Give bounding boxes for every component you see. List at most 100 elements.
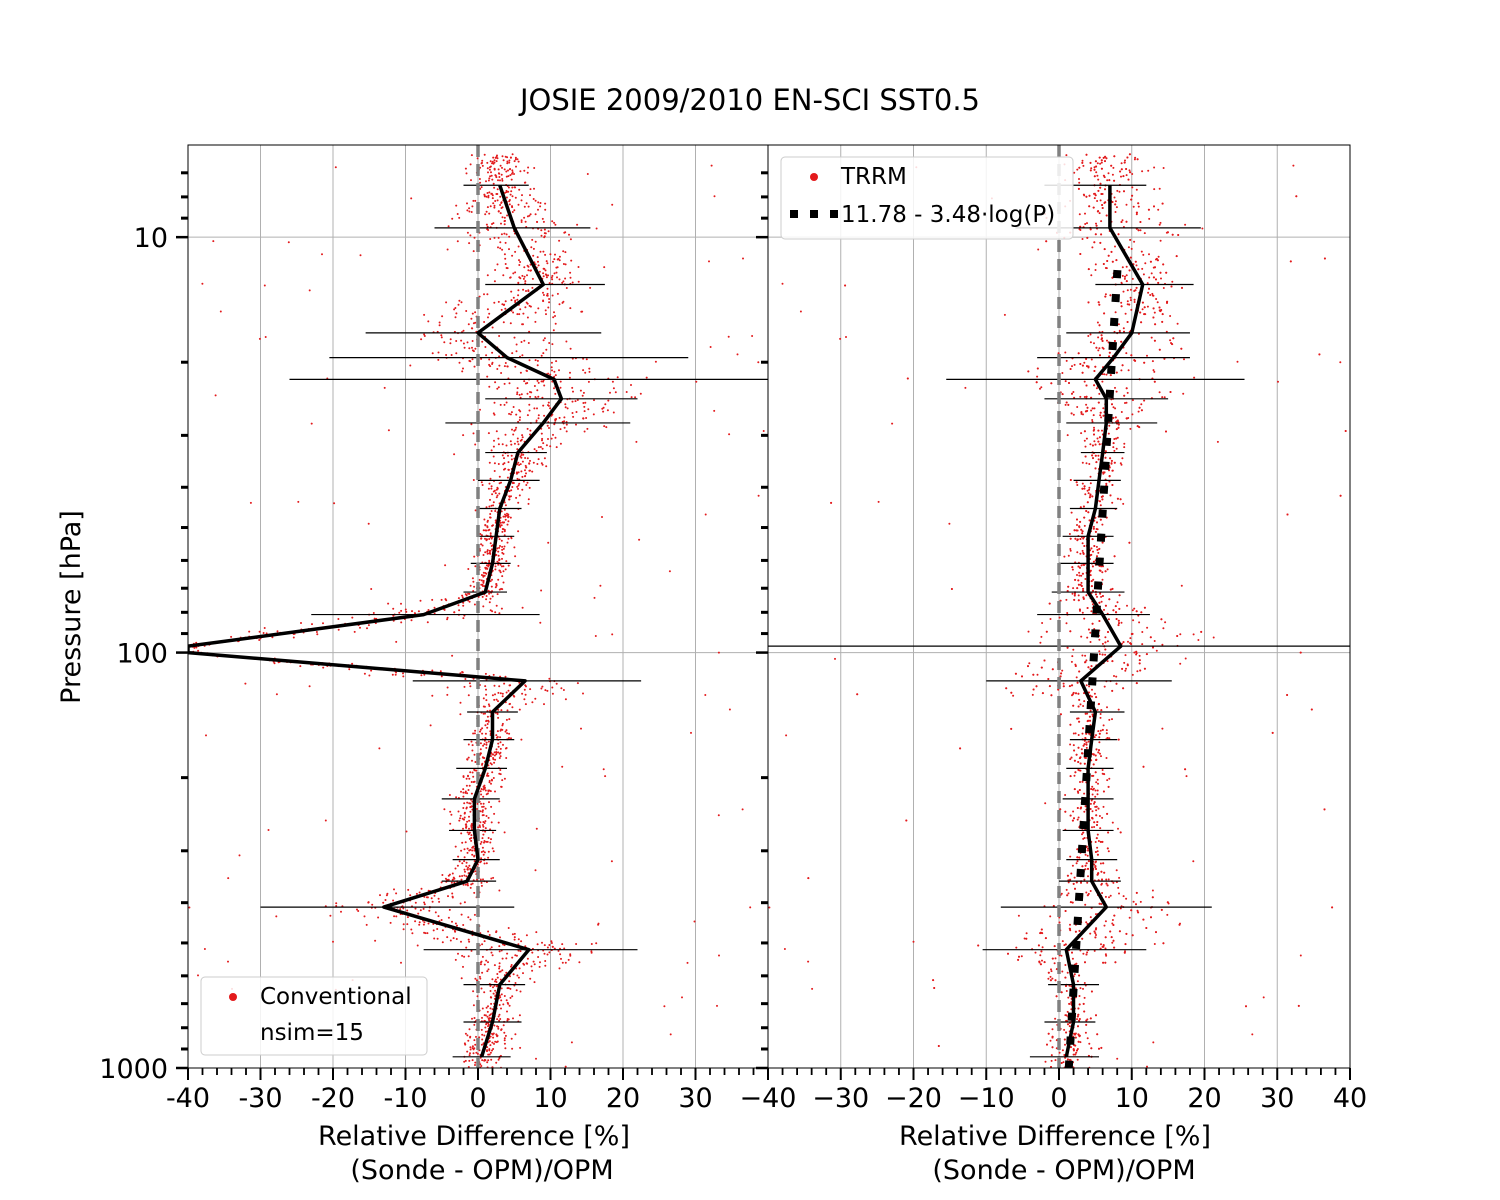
- scatter-point: [1095, 734, 1097, 737]
- scatter-point: [489, 205, 492, 208]
- scatter-point: [503, 220, 506, 223]
- scatter-point: [1077, 583, 1080, 586]
- scatter-point: [506, 952, 509, 955]
- scatter-point: [496, 494, 499, 497]
- scatter-point: [506, 162, 509, 165]
- scatter-point: [492, 753, 494, 756]
- scatter-point: [505, 175, 508, 178]
- scatter-point: [485, 959, 488, 962]
- scatter-point: [1153, 188, 1156, 191]
- scatter-point: [498, 757, 501, 759]
- scatter-point: [488, 358, 491, 361]
- scatter-point: [544, 208, 547, 211]
- scatter-point: [1251, 1033, 1254, 1036]
- scatter-point: [468, 1059, 471, 1062]
- scatter-point: [470, 327, 473, 330]
- scatter-point: [717, 651, 720, 654]
- scatter-point: [489, 542, 492, 545]
- scatter-point: [502, 463, 505, 466]
- scatter-point: [543, 703, 545, 706]
- scatter-point: [500, 607, 503, 610]
- scatter-point: [1130, 198, 1133, 201]
- scatter-point: [505, 729, 508, 732]
- scatter-point: [267, 829, 270, 831]
- scatter-point: [440, 675, 443, 678]
- scatter-point: [1113, 155, 1116, 158]
- scatter-point: [470, 834, 473, 837]
- scatter-point: [451, 878, 454, 881]
- scatter-point: [311, 623, 313, 626]
- scatter-point: [495, 930, 498, 933]
- scatter-point: [510, 178, 513, 181]
- scatter-point: [453, 611, 456, 614]
- scatter-point: [370, 588, 373, 590]
- scatter-point: [503, 1042, 506, 1045]
- scatter-point: [430, 897, 433, 900]
- scatter-point: [488, 528, 491, 531]
- scatter-point: [365, 923, 368, 926]
- scatter-point: [583, 430, 586, 433]
- scatter-point: [1094, 443, 1097, 446]
- scatter-point: [479, 821, 482, 824]
- scatter-point: [509, 276, 512, 279]
- scatter-point: [504, 263, 507, 265]
- scatter-point: [1126, 391, 1129, 394]
- scatter-point: [486, 375, 489, 378]
- scatter-point: [562, 250, 565, 253]
- scatter-point: [395, 915, 398, 918]
- scatter-point: [1104, 155, 1107, 158]
- scatter-point: [718, 954, 720, 957]
- scatter-point: [546, 287, 549, 290]
- scatter-point: [534, 311, 537, 314]
- scatter-point: [520, 454, 523, 456]
- scatter-point: [456, 213, 459, 215]
- scatter-point: [1075, 1051, 1078, 1054]
- scatter-point: [1069, 549, 1072, 552]
- scatter-point: [490, 1002, 493, 1005]
- scatter-point: [560, 957, 562, 960]
- scatter-point: [484, 827, 487, 830]
- scatter-point: [469, 163, 472, 166]
- scatter-point: [1103, 871, 1106, 874]
- scatter-point: [1082, 727, 1084, 730]
- scatter-point: [1050, 694, 1053, 697]
- scatter-point: [1099, 716, 1102, 719]
- scatter-point: [496, 263, 499, 266]
- scatter-point: [525, 466, 528, 469]
- scatter-point: [1101, 878, 1103, 881]
- scatter-point: [529, 395, 532, 398]
- scatter-point: [1089, 228, 1092, 231]
- scatter-point: [448, 794, 451, 796]
- scatter-point: [757, 494, 760, 497]
- scatter-point: [1100, 943, 1102, 946]
- scatter-point: [503, 501, 506, 504]
- scatter-point: [461, 875, 464, 877]
- scatter-point: [736, 353, 739, 356]
- scatter-point: [481, 1033, 484, 1036]
- scatter-point: [1093, 801, 1096, 804]
- scatter-point: [513, 209, 516, 212]
- scatter-point: [518, 1014, 521, 1017]
- scatter-point: [548, 944, 551, 946]
- scatter-point: [402, 923, 405, 926]
- scatter-point: [510, 737, 512, 740]
- scatter-point: [529, 429, 532, 432]
- scatter-point: [547, 404, 549, 407]
- scatter-point: [462, 604, 465, 607]
- scatter-point: [1071, 655, 1074, 658]
- scatter-point: [1100, 161, 1103, 164]
- scatter-point: [499, 164, 502, 167]
- scatter-point: [471, 346, 473, 349]
- scatter-point: [1080, 635, 1083, 638]
- scatter-point: [575, 423, 577, 426]
- scatter-point: [483, 940, 486, 943]
- scatter-point: [1077, 768, 1080, 771]
- scatter-point: [271, 636, 274, 639]
- scatter-point: [473, 585, 476, 588]
- scatter-point: [1097, 349, 1100, 352]
- scatter-point: [497, 236, 500, 239]
- scatter-point: [496, 387, 499, 390]
- scatter-point: [1087, 492, 1090, 495]
- scatter-point: [310, 422, 313, 425]
- scatter-point: [450, 813, 453, 816]
